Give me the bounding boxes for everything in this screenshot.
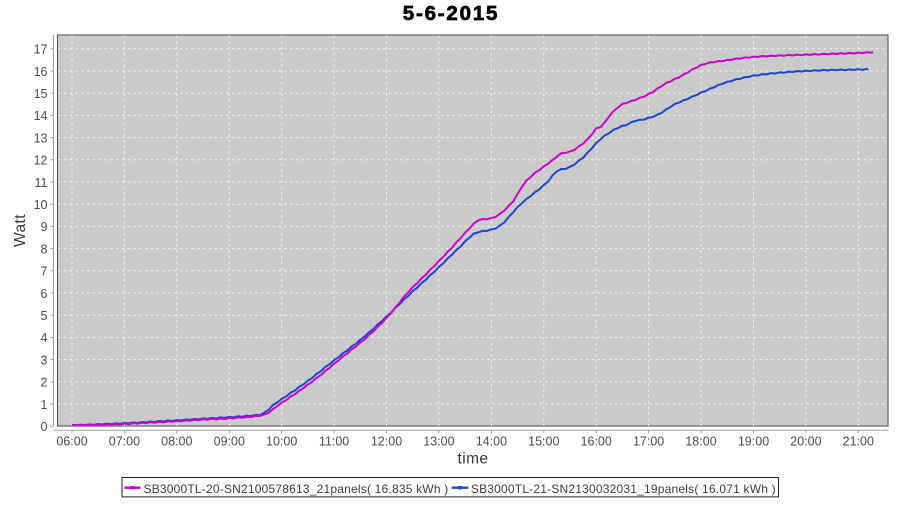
svg-text:16: 16 (34, 65, 48, 79)
svg-text:5: 5 (41, 309, 48, 323)
svg-text:time: time (458, 451, 489, 468)
svg-text:12:00: 12:00 (371, 435, 402, 449)
svg-text:12: 12 (34, 154, 48, 168)
svg-text:07:00: 07:00 (109, 435, 140, 449)
svg-text:21:00: 21:00 (843, 435, 874, 449)
svg-text:19:00: 19:00 (738, 435, 769, 449)
svg-text:10: 10 (34, 198, 48, 212)
svg-text:13: 13 (34, 131, 48, 145)
svg-text:0: 0 (41, 420, 48, 434)
svg-text:2: 2 (41, 376, 48, 390)
svg-text:1: 1 (41, 398, 48, 412)
svg-text:08:00: 08:00 (161, 435, 192, 449)
svg-text:14:00: 14:00 (476, 435, 507, 449)
svg-text:7: 7 (41, 265, 48, 279)
svg-text:14: 14 (34, 109, 48, 123)
svg-text:10:00: 10:00 (266, 435, 297, 449)
svg-text:18:00: 18:00 (685, 435, 716, 449)
svg-text:15: 15 (34, 87, 48, 101)
svg-text:8: 8 (41, 242, 48, 256)
svg-text:6: 6 (41, 287, 48, 301)
svg-text:06:00: 06:00 (56, 435, 87, 449)
svg-text:SB3000TL-21-SN2130032031_19pan: SB3000TL-21-SN2130032031_19panels( 16.07… (471, 482, 776, 496)
svg-text:11:00: 11:00 (319, 435, 349, 449)
svg-text:16:00: 16:00 (581, 435, 612, 449)
svg-text:9: 9 (41, 220, 48, 234)
svg-text:11: 11 (35, 176, 48, 190)
svg-text:Watt: Watt (12, 214, 29, 247)
svg-text:3: 3 (41, 353, 48, 367)
svg-text:17:00: 17:00 (633, 435, 664, 449)
svg-text:09:00: 09:00 (214, 435, 245, 449)
svg-text:5-6-2015: 5-6-2015 (403, 2, 499, 25)
svg-text:SB3000TL-20-SN2100578613_21pan: SB3000TL-20-SN2100578613_21panels( 16.83… (144, 482, 449, 496)
svg-text:4: 4 (41, 331, 48, 345)
svg-text:17: 17 (34, 43, 48, 57)
svg-text:13:00: 13:00 (423, 435, 454, 449)
svg-text:15:00: 15:00 (528, 435, 559, 449)
svg-text:20:00: 20:00 (790, 435, 821, 449)
